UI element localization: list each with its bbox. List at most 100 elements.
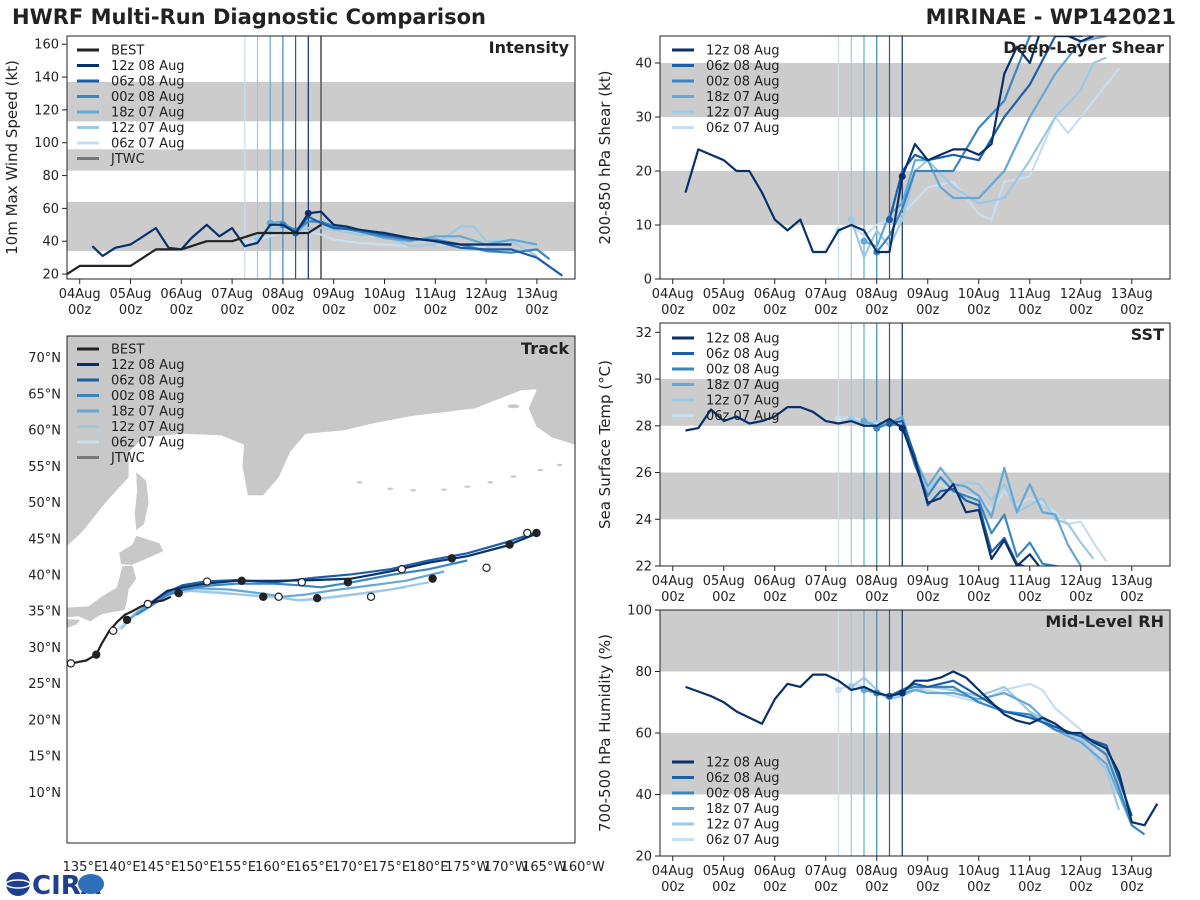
land-honshu xyxy=(67,565,137,622)
shear-xtick-label: 09Aug 00z xyxy=(907,287,949,318)
sst-xtick-label-line: 00z xyxy=(916,590,940,605)
shear-series-06z-07-aug xyxy=(838,67,1120,237)
land-aleutian-island xyxy=(356,481,363,484)
intensity-xtick-label: 06Aug 00z xyxy=(160,287,202,318)
shear-xtick-label-line: 00z xyxy=(967,303,991,318)
intensity-xtick-label-line: 04Aug xyxy=(59,287,101,302)
intensity-xtick-label-line: 00z xyxy=(373,303,397,318)
track-lat-label: 35°N xyxy=(28,605,61,620)
intensity-legend-label: 12z 07 Aug xyxy=(111,121,185,136)
track-lat-label: 10°N xyxy=(28,786,61,801)
rh-legend-label: 18z 07 Aug xyxy=(706,802,780,817)
shear-ytick-label: 10 xyxy=(635,219,652,234)
intensity-xtick-label: 10Aug 00z xyxy=(364,287,406,318)
rh-init-point-06z-07-aug xyxy=(835,686,842,694)
intensity-frame xyxy=(66,35,576,280)
track-lon-label: 180°E xyxy=(409,860,449,875)
shear-xtick-label: 13Aug 00z xyxy=(1111,287,1153,318)
rh-legend-label: 06z 07 Aug xyxy=(706,833,780,848)
intensity-xtick-label-line: 00z xyxy=(322,303,346,318)
track-lon-label: 150°E xyxy=(178,860,218,875)
intensity-xtick-label-line: 05Aug xyxy=(110,287,152,302)
shear-xtick-label-line: 12Aug xyxy=(1060,287,1102,302)
land-aleutian-island xyxy=(464,485,471,488)
intensity-xtick-label-line: 06Aug xyxy=(160,287,202,302)
track-line-06z-08-aug xyxy=(151,531,537,604)
intensity-legend-label: 12z 08 Aug xyxy=(111,59,185,74)
track-lon-label: 145°E xyxy=(140,860,180,875)
land-hokkaido xyxy=(119,535,164,565)
track-position-open xyxy=(108,626,118,635)
rh-ytick-label: 80 xyxy=(635,665,652,680)
shear-panel-title: Deep-Layer Shear xyxy=(1003,38,1164,57)
rh-xtick-label: 10Aug 00z xyxy=(958,864,1000,895)
intensity-xtick-label: 08Aug 00z xyxy=(262,287,304,318)
shear-xtick-label: 12Aug 00z xyxy=(1060,287,1102,318)
intensity-ylabel: 10m Max Wind Speed (kt) xyxy=(3,60,21,255)
track-position-filled xyxy=(505,540,514,549)
rh-xtick-label-line: 08Aug xyxy=(856,864,898,879)
rh-series-06z-08-aug xyxy=(889,679,1133,817)
rh-xtick-label-line: 11Aug xyxy=(1009,864,1051,879)
rh-xtick-label-line: 12Aug xyxy=(1060,864,1102,879)
shear-xtick-label: 05Aug 00z xyxy=(703,287,745,318)
shear-xtick-label: 11Aug 00z xyxy=(1009,287,1051,318)
intensity-ytick-label: 60 xyxy=(42,202,59,217)
intensity-panel-title: Intensity xyxy=(489,38,570,57)
track-position-filled xyxy=(428,574,437,583)
rh-ytick-label: 100 xyxy=(627,604,652,619)
shear-xtick-label-line: 13Aug xyxy=(1111,287,1153,302)
land-masses xyxy=(67,336,575,628)
shear-xtick-label-line: 00z xyxy=(814,303,838,318)
rh-xtick-label-line: 00z xyxy=(661,880,685,895)
sst-xtick-label-line: 00z xyxy=(865,590,889,605)
shear-xtick-label-line: 00z xyxy=(1069,303,1093,318)
track-lat-label: 25°N xyxy=(28,677,61,692)
rh-ytick-label: 40 xyxy=(635,788,652,803)
intensity-ytick-label: 120 xyxy=(34,103,59,118)
track-lat-label: 65°N xyxy=(28,387,61,402)
intensity-xtick-label-line: 00z xyxy=(525,303,549,318)
intensity-xtick-label: 13Aug 00z xyxy=(516,287,558,318)
track-legend-label: 00z 08 Aug xyxy=(111,389,185,404)
shear-xtick-label-line: 08Aug xyxy=(856,287,898,302)
shear-xtick-label-line: 09Aug xyxy=(907,287,949,302)
track-lat-label: 15°N xyxy=(28,750,61,765)
intensity-series-best xyxy=(67,223,322,276)
rh-xtick-label: 12Aug 00z xyxy=(1060,864,1102,895)
track-legend-label: BEST xyxy=(111,343,144,358)
intensity-legend-label: 06z 08 Aug xyxy=(111,75,185,90)
rh-xtick-label-line: 00z xyxy=(1018,880,1042,895)
track-position-filled xyxy=(532,528,541,538)
intensity-ytick-label: 140 xyxy=(34,71,59,86)
cira-logo: CIRA xyxy=(5,871,104,900)
rh-legend-label: 00z 08 Aug xyxy=(706,787,780,802)
shear-ytick-label: 20 xyxy=(635,165,652,180)
shear-xtick-label: 04Aug 00z xyxy=(652,287,694,318)
track-position-filled xyxy=(447,554,457,563)
shear-legend-label: 00z 08 Aug xyxy=(706,75,780,90)
intensity-ytick-label: 80 xyxy=(42,169,59,184)
rh-ytick-label: 20 xyxy=(635,850,652,865)
track-frame xyxy=(66,335,576,844)
shear-xtick-label-line: 07Aug xyxy=(805,287,847,302)
intensity-xtick-label-line: 13Aug xyxy=(516,287,558,302)
rh-series-12z-08-aug xyxy=(685,670,1159,827)
sst-init-point-18z-07-aug xyxy=(860,417,868,425)
rh-xtick-label-line: 00z xyxy=(814,880,838,895)
intensity-xtick-label-line: 07Aug xyxy=(211,287,253,302)
track-lat-label: 40°N xyxy=(28,569,61,584)
shear-init-point-12z-07-aug xyxy=(847,216,855,224)
sst-xtick-label-line: 10Aug xyxy=(958,574,1000,589)
shear-xtick-label-line: 00z xyxy=(712,303,736,318)
sst-series-18z-07-aug xyxy=(863,415,1082,566)
intensity-ytick-label: 100 xyxy=(34,136,59,151)
land-shikoku xyxy=(67,619,81,628)
track-position-filled xyxy=(92,650,101,659)
land-sakhalin xyxy=(134,472,149,531)
shear-init-point-06z-08-aug xyxy=(886,216,893,224)
sst-xtick-label: 10Aug 00z xyxy=(958,574,1000,605)
